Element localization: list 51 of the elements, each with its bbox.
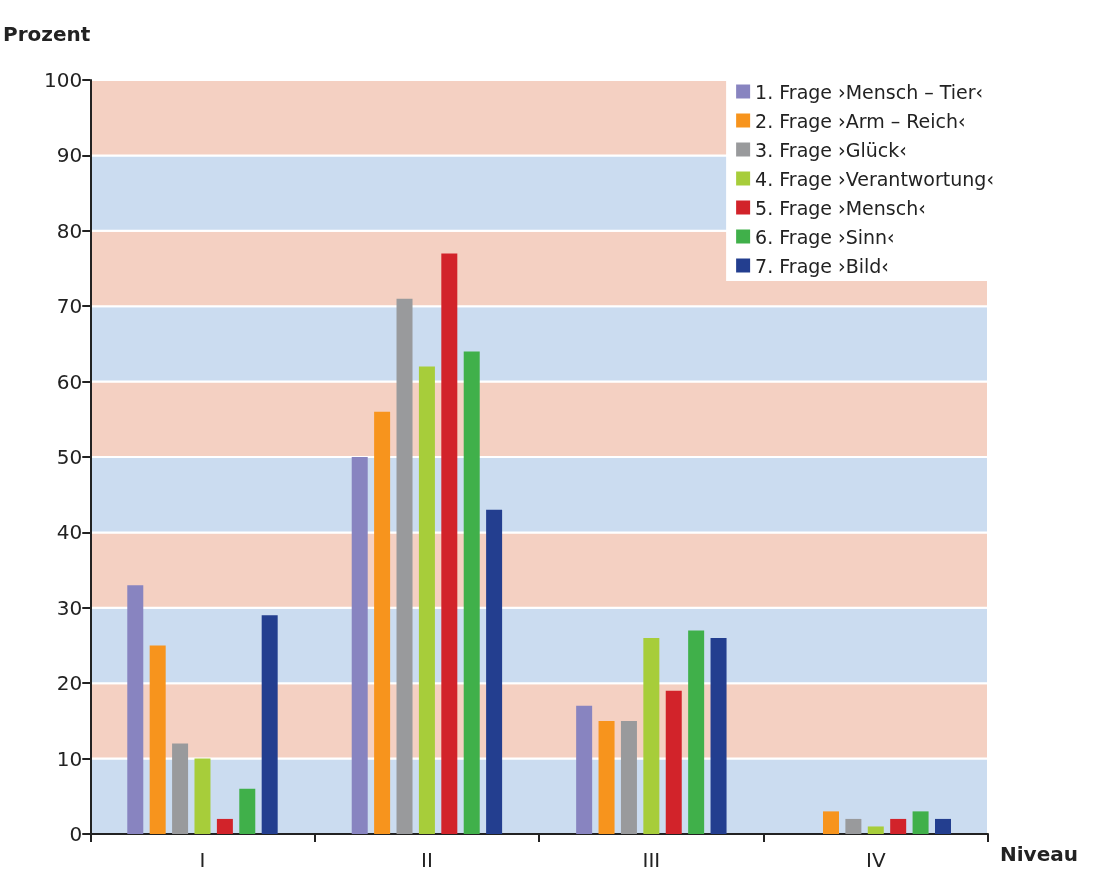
legend-label: 3. Frage ›Glück‹ <box>755 138 907 161</box>
bar <box>351 457 368 834</box>
legend-label: 4. Frage ›Verantwortung‹ <box>755 167 995 190</box>
bar <box>441 253 458 834</box>
bar <box>396 298 413 834</box>
bar <box>239 788 256 834</box>
bar <box>216 818 233 834</box>
bar <box>890 818 907 834</box>
bar <box>598 720 615 834</box>
bar <box>149 645 166 834</box>
x-tick-label: IV <box>865 848 886 872</box>
bar <box>912 811 929 834</box>
legend-label: 6. Frage ›Sinn‹ <box>755 225 895 248</box>
bar <box>172 743 189 834</box>
bar <box>665 690 682 834</box>
bar <box>688 630 705 834</box>
bar <box>620 720 637 834</box>
legend-label: 5. Frage ›Mensch‹ <box>755 196 926 219</box>
y-tick-label: 70 <box>56 294 83 319</box>
y-axis-title: Prozent <box>3 22 91 46</box>
x-axis-title: Niveau <box>1000 842 1078 866</box>
bar <box>576 705 593 834</box>
x-tick-label: I <box>199 848 206 872</box>
y-tick-label: 20 <box>56 671 83 696</box>
x-tick-label: II <box>421 848 433 872</box>
y-tick-label: 10 <box>56 746 83 771</box>
bar <box>867 826 884 834</box>
bar <box>261 615 278 834</box>
bar <box>418 366 435 834</box>
y-tick-label: 60 <box>56 369 83 394</box>
y-tick-label: 0 <box>69 822 83 846</box>
legend-label: 2. Frage ›Arm – Reich‹ <box>755 109 966 132</box>
bar <box>194 758 211 834</box>
y-tick-label: 50 <box>56 445 83 469</box>
bar <box>463 351 480 834</box>
bar <box>845 818 862 834</box>
y-tick-label: 30 <box>56 595 83 620</box>
y-tick-label: 40 <box>56 520 83 545</box>
bar <box>127 585 144 834</box>
y-tick-label: 90 <box>56 143 83 168</box>
bar <box>643 637 660 834</box>
bar <box>934 818 951 834</box>
y-tick-label: 80 <box>56 218 83 243</box>
y-tick-label: 100 <box>44 68 83 92</box>
bar <box>486 509 503 834</box>
legend-label: 1. Frage ›Mensch – Tier‹ <box>755 80 984 103</box>
bar <box>374 411 391 834</box>
bar <box>822 811 839 834</box>
bar <box>710 637 727 834</box>
x-tick-label: III <box>642 848 661 872</box>
legend-label: 7. Frage ›Bild‹ <box>755 254 889 277</box>
